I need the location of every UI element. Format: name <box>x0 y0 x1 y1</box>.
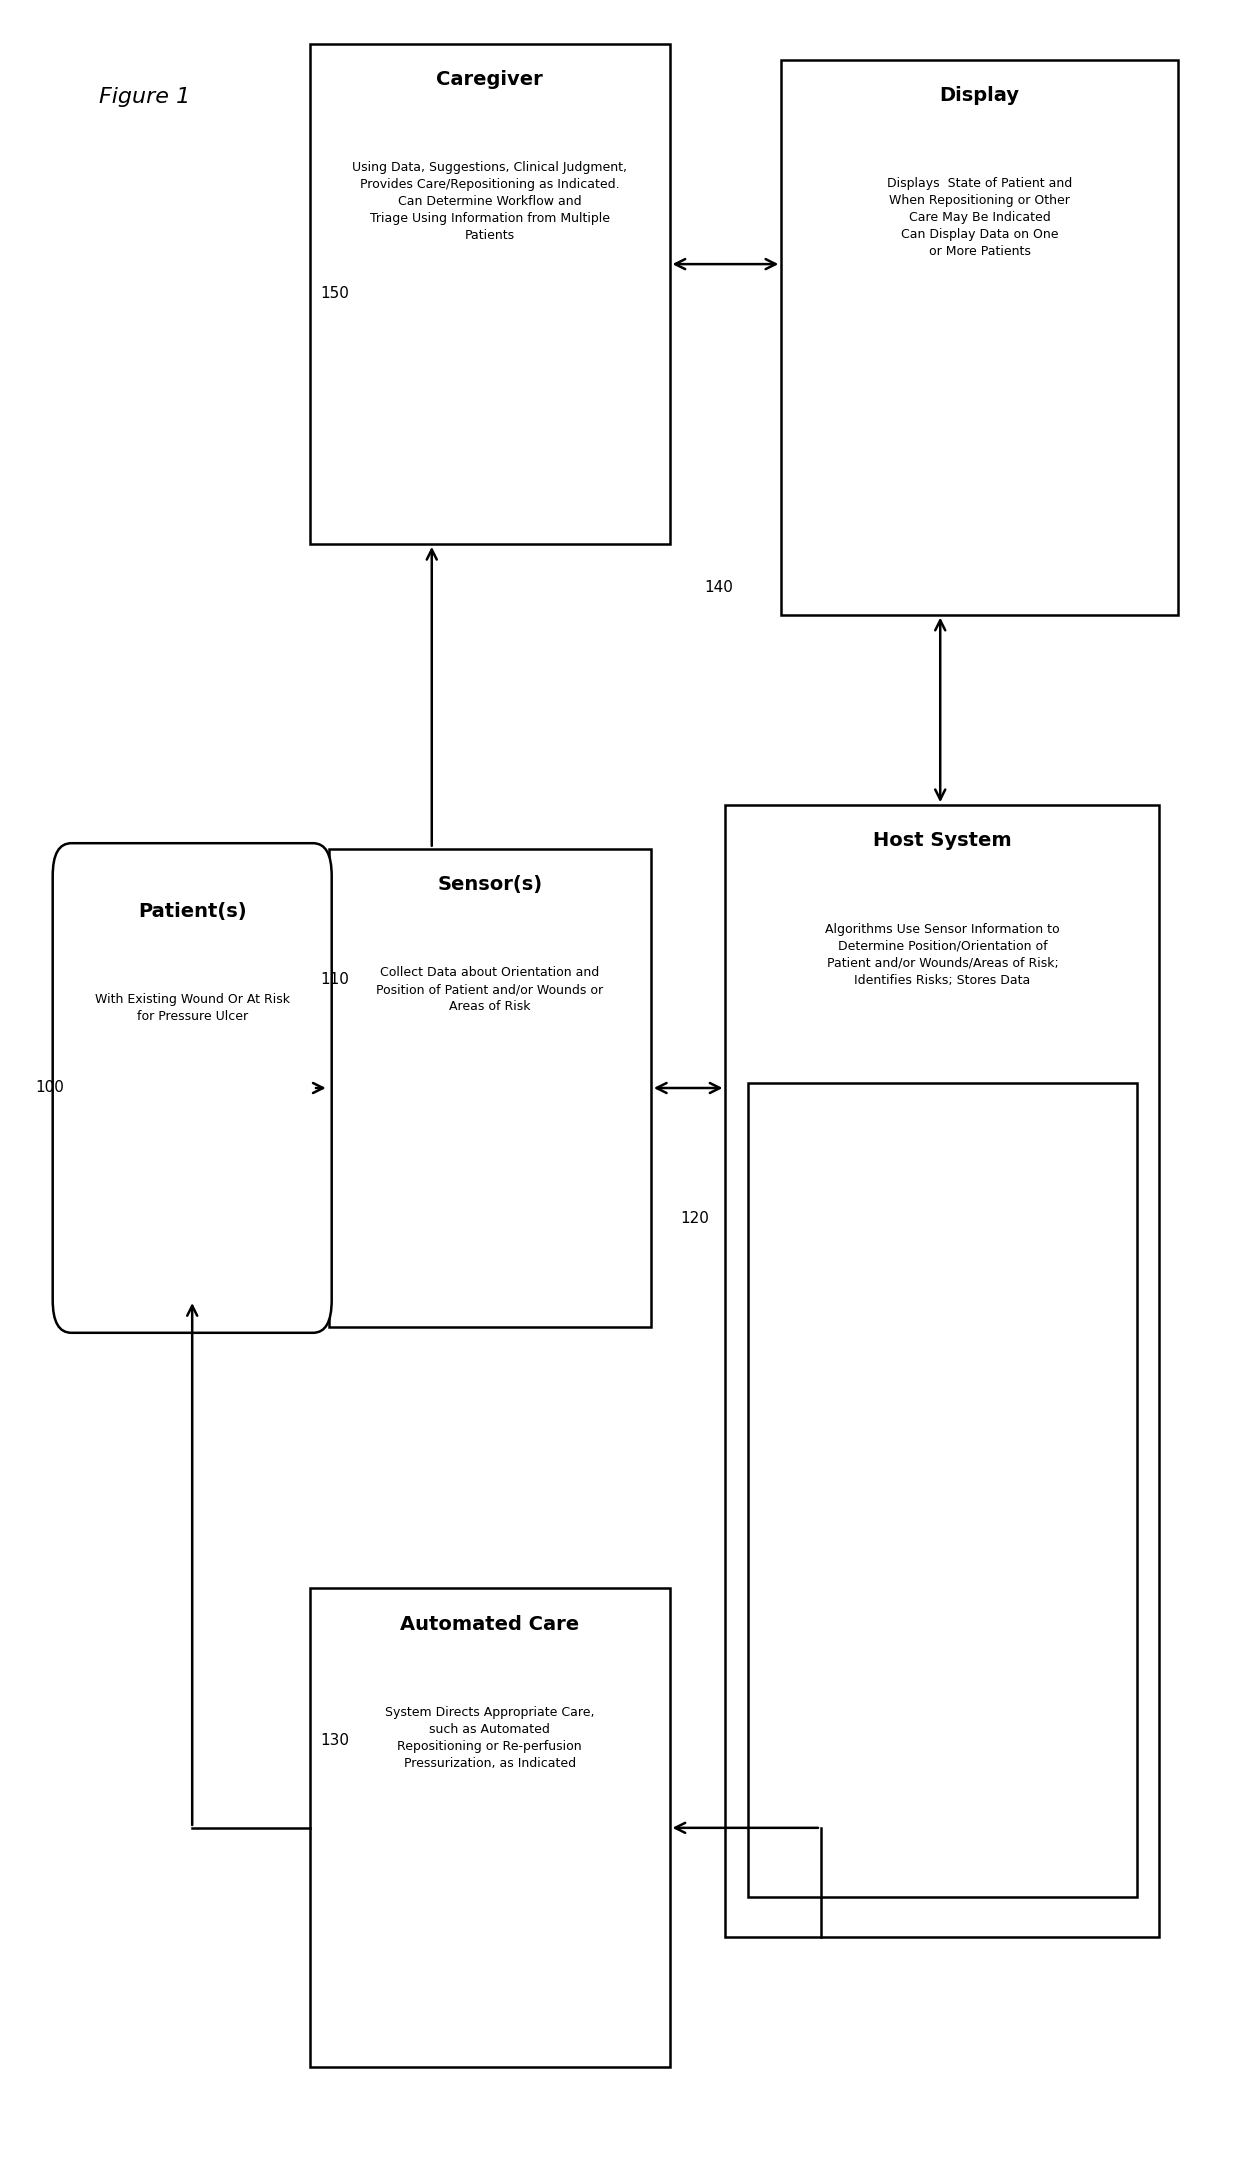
Bar <box>310 1588 670 2067</box>
Text: 140: 140 <box>704 581 734 594</box>
Text: With Existing Wound Or At Risk
for Pressure Ulcer: With Existing Wound Or At Risk for Press… <box>94 994 290 1023</box>
Text: Host System: Host System <box>873 831 1012 851</box>
Bar <box>310 44 670 544</box>
Bar <box>329 849 651 1327</box>
Text: Collect Data about Orientation and
Position of Patient and/or Wounds or
Areas of: Collect Data about Orientation and Posit… <box>376 966 604 1014</box>
Text: 120: 120 <box>680 1212 709 1225</box>
Text: 130: 130 <box>320 1734 350 1747</box>
Text: Sensor(s): Sensor(s) <box>438 875 542 894</box>
Text: 110: 110 <box>320 973 350 986</box>
Text: Using Data, Suggestions, Clinical Judgment,
Provides Care/Repositioning as Indic: Using Data, Suggestions, Clinical Judgme… <box>352 161 627 242</box>
Text: 150: 150 <box>320 287 350 300</box>
Text: Figure 1: Figure 1 <box>99 87 191 107</box>
Text: 100: 100 <box>35 1081 64 1095</box>
Text: Patient(s): Patient(s) <box>138 903 247 920</box>
Text: Display: Display <box>940 85 1019 104</box>
Bar <box>725 805 1159 1937</box>
Bar <box>781 61 1178 614</box>
Text: Caregiver: Caregiver <box>436 70 543 89</box>
Text: System Directs Appropriate Care,
such as Automated
Repositioning or Re-perfusion: System Directs Appropriate Care, such as… <box>386 1706 594 1769</box>
Bar <box>748 1084 1137 1897</box>
FancyBboxPatch shape <box>52 844 332 1332</box>
Text: Displays  State of Patient and
When Repositioning or Other
Care May Be Indicated: Displays State of Patient and When Repos… <box>887 178 1073 259</box>
Text: Algorithms Use Sensor Information to
Determine Position/Orientation of
Patient a: Algorithms Use Sensor Information to Det… <box>825 923 1060 986</box>
Text: Automated Care: Automated Care <box>401 1615 579 1634</box>
